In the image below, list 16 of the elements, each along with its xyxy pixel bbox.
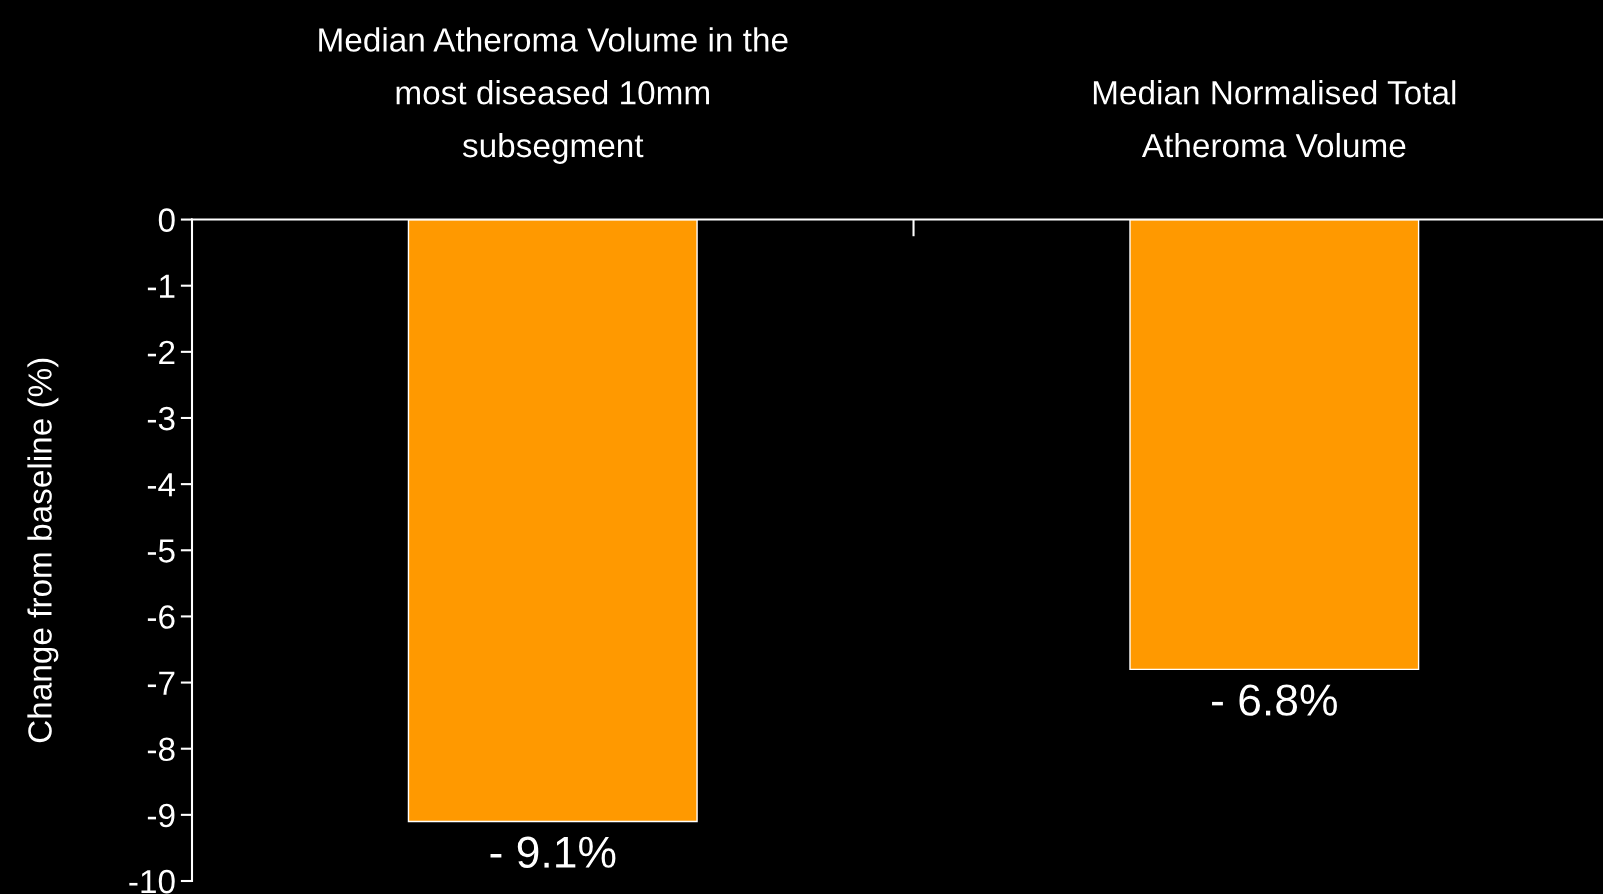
y-tick-label: 0 <box>158 208 175 232</box>
y-tick-label: -5 <box>147 539 175 563</box>
y-tick-label: -3 <box>147 406 175 431</box>
x-tick-label: Median Normalised Total Atheroma Volume <box>1093 80 1456 158</box>
y-tick-label: -7 <box>147 671 175 695</box>
y-tick-label: -8 <box>147 737 175 762</box>
y-axis-title: Change from baseline (%) <box>27 358 59 743</box>
x-tick-label: Median Atheroma Volume in the most diseased 10mm subsegment <box>319 27 788 164</box>
y-tick-label: -2 <box>147 340 175 364</box>
y-tick-label: -1 <box>147 274 175 298</box>
data-label: - 9.1% <box>490 836 616 868</box>
y-tick-label: -10 <box>129 869 175 894</box>
y-tick-label: -6 <box>147 605 175 629</box>
y-tick-label: -9 <box>147 803 175 828</box>
y-tick-label: -4 <box>147 473 176 497</box>
data-label: - 6.8% <box>1212 684 1337 716</box>
